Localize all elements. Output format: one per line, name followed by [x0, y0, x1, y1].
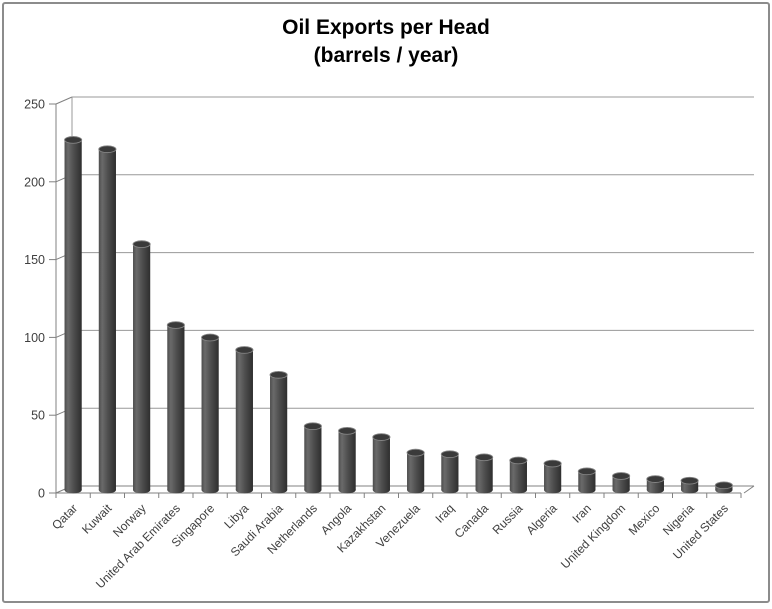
bar-top-cap — [577, 467, 596, 476]
y-axis-label-0: 0 — [38, 487, 45, 501]
x-axis-label-kuwait: Kuwait — [79, 501, 115, 537]
chart-title: Oil Exports per Head — [282, 16, 490, 39]
y-axis-label-250: 250 — [24, 98, 45, 112]
bar-canada — [475, 453, 494, 494]
bar-libya — [235, 346, 254, 494]
bar-body — [441, 454, 459, 490]
chart-title-block: Oil Exports per Head (barrels / year) — [4, 14, 768, 70]
bar-top-cap — [406, 448, 425, 457]
bar-united-states — [714, 481, 733, 494]
bar-body — [372, 437, 390, 490]
bar-body — [64, 139, 82, 490]
bar-body — [98, 149, 116, 490]
bar-top-cap — [98, 145, 117, 154]
bar-nigeria — [680, 476, 699, 494]
chart-subtitle: (barrels / year) — [313, 44, 459, 67]
bar-algeria — [543, 459, 562, 494]
bar-angola — [338, 427, 357, 494]
bar-top-cap — [680, 476, 699, 485]
bar-body — [646, 479, 664, 490]
bar-top-cap — [338, 427, 357, 435]
x-axis-label-iran: Iran — [569, 501, 594, 526]
bar-body — [509, 460, 527, 490]
x-axis-label-russia: Russia — [490, 501, 526, 537]
bar-body — [544, 463, 562, 490]
bar-top-cap — [475, 453, 494, 462]
floor-right-edge — [743, 485, 755, 494]
bar-top-cap — [646, 475, 665, 483]
y-axis-label-50: 50 — [31, 409, 45, 423]
bar-top-cap — [612, 472, 631, 480]
x-axis-label-canada: Canada — [452, 501, 492, 541]
bar-top-cap — [509, 456, 528, 465]
bar-body — [338, 430, 356, 490]
bar-kuwait — [98, 145, 117, 494]
bar-russia — [509, 456, 528, 494]
x-axis-label-mexico: Mexico — [626, 501, 663, 538]
bar-body — [133, 244, 151, 490]
bar-body — [475, 457, 493, 490]
bar-body — [304, 426, 322, 490]
bar-singapore — [201, 333, 220, 494]
bar-top-cap — [714, 481, 733, 490]
x-axis-label-iraq: Iraq — [432, 501, 457, 526]
grid-connector-250 — [55, 96, 73, 105]
bar-top-cap — [235, 346, 254, 354]
x-axis-label-libya: Libya — [221, 501, 251, 531]
bar-top-cap — [132, 240, 151, 249]
bar-top-cap — [201, 333, 220, 342]
x-axis-label-qatar: Qatar — [49, 501, 80, 532]
bar-body — [578, 471, 596, 490]
bar-kazakhstan — [372, 433, 391, 494]
bar-body — [681, 480, 699, 490]
bar-top-cap — [372, 433, 391, 441]
bar-body — [201, 337, 219, 490]
bar-top-cap — [543, 459, 562, 468]
bar-top-cap — [269, 371, 288, 379]
bar-top-cap — [440, 450, 459, 459]
bar-top-cap — [166, 321, 185, 329]
bar-mexico — [646, 475, 665, 494]
bar-body — [612, 475, 630, 490]
bar-body — [167, 325, 185, 490]
bar-body — [270, 374, 288, 490]
bar-iraq — [440, 450, 459, 494]
bar-united-kingdom — [612, 472, 631, 494]
y-axis-label-200: 200 — [24, 175, 45, 189]
y-axis-label-100: 100 — [24, 331, 45, 345]
bar-saudi-arabia — [269, 371, 288, 494]
y-axis-label-150: 150 — [24, 253, 45, 267]
bar-body — [407, 452, 425, 490]
x-axis-label-algeria: Algeria — [523, 501, 560, 538]
bar-iran — [577, 467, 596, 494]
bar-united-arab-emirates — [166, 321, 185, 494]
bar-body — [235, 349, 253, 490]
bar-netherlands — [303, 422, 322, 494]
bar-top-cap — [303, 422, 322, 431]
bar-qatar — [64, 136, 83, 494]
bar-norway — [132, 240, 151, 494]
bar-top-cap — [64, 136, 83, 144]
bar-venezuela — [406, 448, 425, 494]
